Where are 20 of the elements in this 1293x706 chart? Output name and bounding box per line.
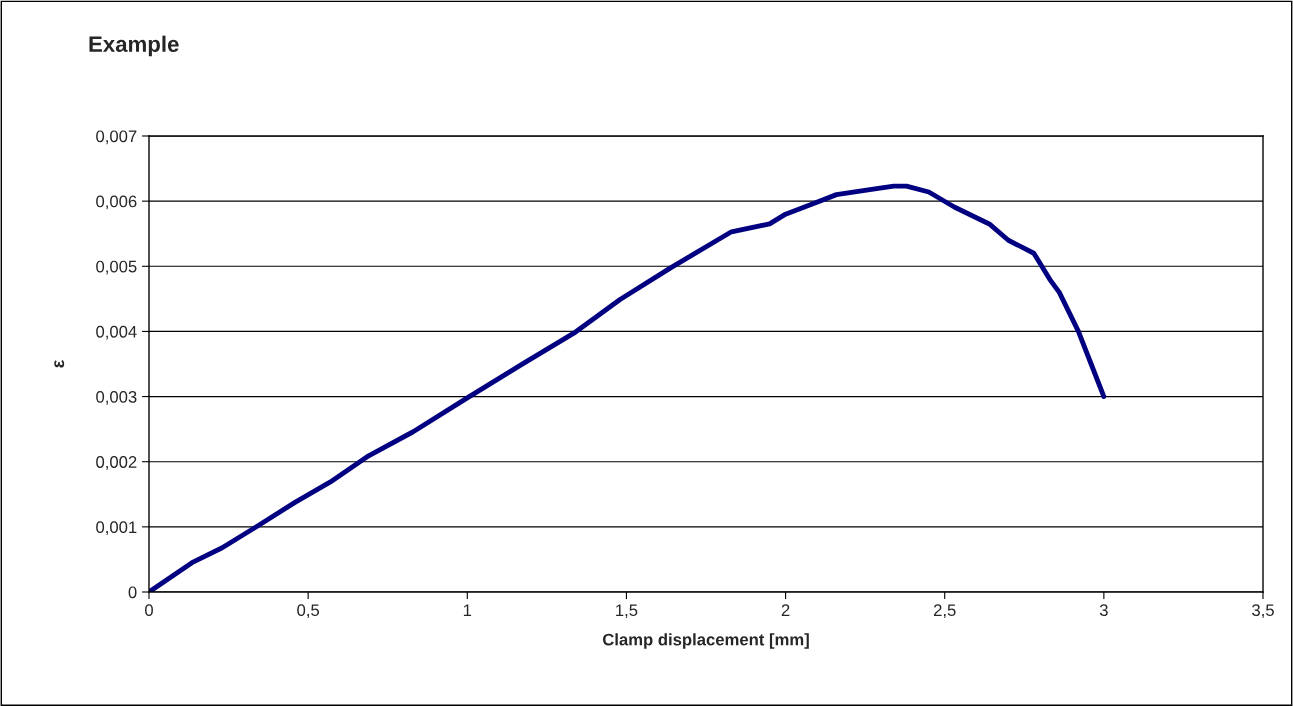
x-tick-label: 0 [145, 604, 153, 617]
y-tick-label: 0,001 [96, 521, 137, 536]
y-tick-label: 0,004 [96, 325, 137, 340]
y-tick-label: 0,003 [96, 390, 137, 405]
y-tick-label: 0,007 [96, 130, 137, 145]
line-series [149, 183, 1107, 592]
x-tick-label: 2 [781, 604, 790, 616]
y-tick-label: 0,005 [96, 260, 137, 275]
x-tick-label: 1,5 [616, 604, 638, 619]
x-axis-title: Clamp displacement [mm] [602, 633, 809, 649]
x-tick-label: 3 [1099, 604, 1108, 617]
chart-title: Example [89, 35, 179, 57]
y-tick-label: 0,002 [96, 456, 137, 470]
x-tick-label: 1 [463, 604, 472, 616]
x-tick-label: 0,5 [297, 604, 320, 619]
y-tick-label: 0,006 [96, 195, 137, 210]
x-tick-label: 3,5 [1252, 604, 1274, 619]
y-axis-title: ε [54, 360, 65, 368]
y-tick-label: 0 [128, 586, 137, 599]
x-tick-label: 2,5 [933, 604, 956, 619]
